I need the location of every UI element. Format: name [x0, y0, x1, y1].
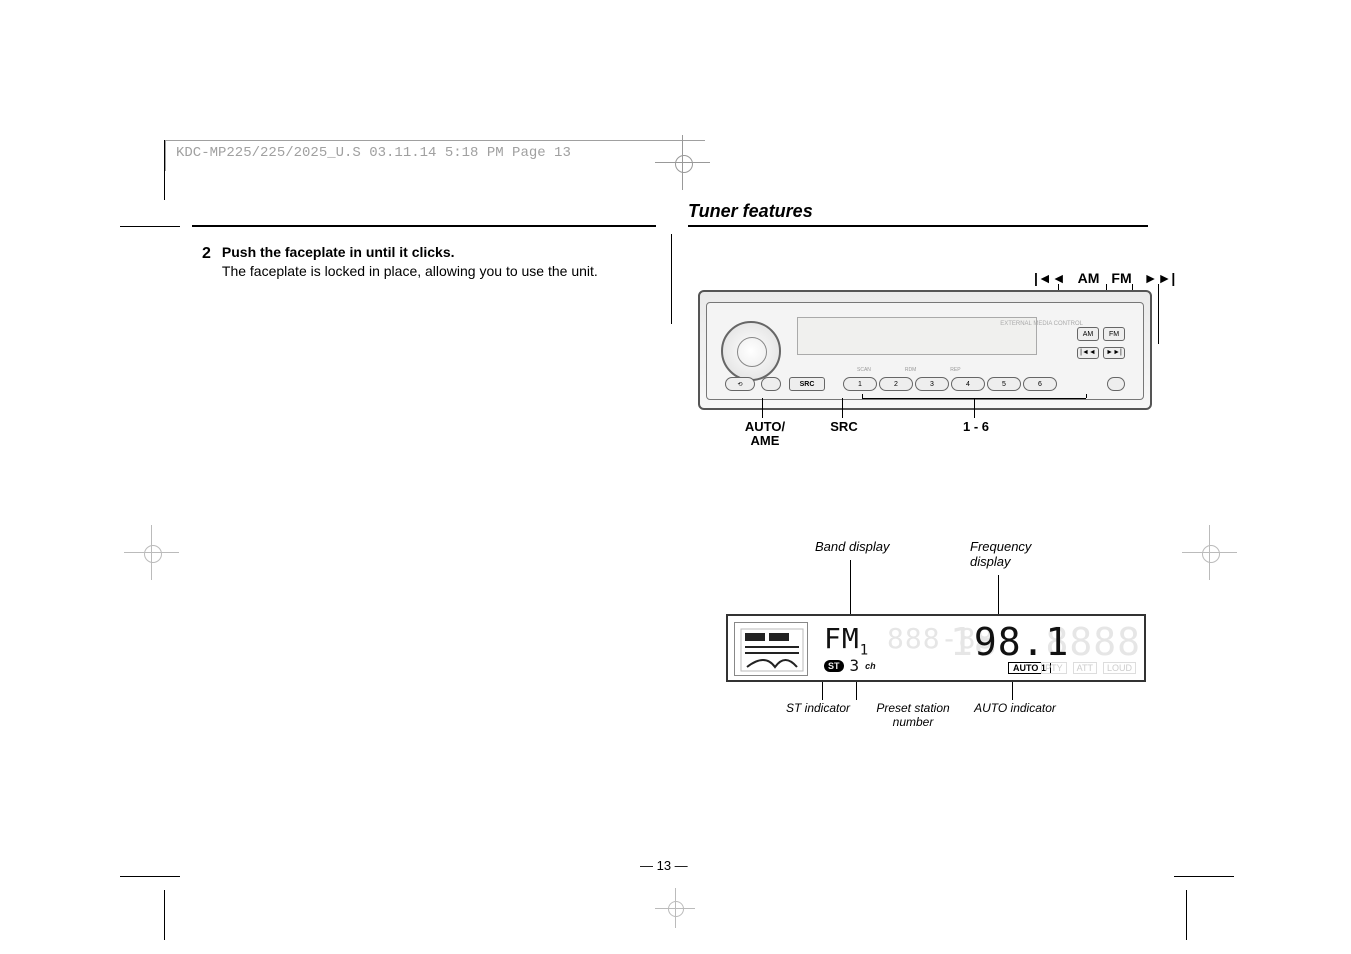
callout-line	[974, 398, 975, 418]
preset-button: 3	[915, 377, 949, 391]
crop-mark	[1174, 876, 1234, 877]
column-divider	[671, 234, 672, 324]
callout-line	[822, 682, 823, 700]
stereo-illustration: KENWOOD EXTERNAL MEDIA CONTROL AM FM |◄◄…	[698, 290, 1152, 410]
fm-button: FM	[1103, 327, 1125, 341]
label-st-indicator: ST indicator	[786, 702, 850, 716]
seek-next-icon: ►►|	[1103, 347, 1125, 359]
fm-label: FM	[1111, 270, 1131, 286]
label-src: SRC	[824, 420, 864, 434]
crop-mark	[164, 890, 165, 940]
label-auto-ame: AUTO/ AME	[740, 420, 790, 449]
ghost-indicators: PTY ATT LOUD	[1041, 662, 1136, 674]
preset-tiny-labels: SCAN RDM REP	[857, 367, 961, 373]
preset-channel-number: 3	[850, 656, 860, 675]
display-panel-figure: FM1 888-88 ST 3ch 188.88 98.1 88 AUTO 1 …	[726, 614, 1146, 682]
display-left-block	[734, 622, 808, 676]
step-description: The faceplate is locked in place, allowi…	[222, 263, 598, 279]
section-title: Tuner features	[688, 201, 813, 222]
preset-button: 1	[843, 377, 877, 391]
st-badge: ST	[824, 660, 844, 672]
label-band-display: Band display	[815, 540, 889, 555]
print-header: KDC-MP225/225/2025_U.S 03.11.14 5:18 PM …	[165, 140, 705, 171]
preset-button: 6	[1023, 377, 1057, 391]
title-rule	[192, 225, 656, 227]
callout-line	[842, 398, 843, 418]
callout-line	[1158, 284, 1159, 344]
registration-mark-left	[124, 525, 179, 580]
volume-knob-icon	[721, 321, 781, 381]
seek-back-icon: |◄◄	[1034, 270, 1066, 286]
top-button-labels: |◄◄ AM FM ►►|	[1034, 270, 1175, 286]
registration-mark-right	[1182, 525, 1237, 580]
page-number: — 13 —	[640, 858, 688, 873]
preset-button: 2	[879, 377, 913, 391]
callout-line	[998, 575, 999, 615]
label-preset-station: Preset station number	[868, 702, 958, 730]
callout-line	[862, 394, 863, 398]
preset-button: 5	[987, 377, 1021, 391]
label-auto-indicator: AUTO indicator	[970, 702, 1060, 716]
auto-button: ⟲	[725, 377, 755, 391]
registration-mark-top	[655, 135, 710, 190]
frequency-readout: 188.88 98.1 88	[950, 620, 1141, 664]
crop-mark	[1186, 890, 1187, 940]
callout-line	[856, 682, 857, 700]
registration-mark-bottom	[655, 888, 695, 928]
title-rule	[688, 225, 1148, 227]
step-heading: Push the faceplate in until it clicks.	[222, 244, 455, 260]
end-button	[1107, 377, 1125, 391]
callout-line	[1086, 394, 1087, 398]
q-button	[761, 377, 781, 391]
crop-mark	[120, 226, 180, 227]
seek-buttons: |◄◄ ►►|	[1077, 347, 1125, 359]
src-button: SRC	[789, 377, 825, 391]
crop-mark	[120, 876, 180, 877]
seek-forward-icon: ►►|	[1144, 270, 1176, 286]
preset-button: 4	[951, 377, 985, 391]
crop-mark	[164, 140, 165, 200]
am-button: AM	[1077, 327, 1099, 341]
label-frequency-display: Frequency display	[970, 540, 1050, 570]
header-text: KDC-MP225/225/2025_U.S 03.11.14 5:18 PM …	[176, 145, 571, 161]
step-number: 2	[202, 243, 218, 265]
label-presets-range: 1 - 6	[956, 420, 996, 434]
eq-icon	[735, 623, 809, 677]
callout-line	[762, 398, 763, 418]
am-label: AM	[1078, 270, 1100, 286]
callout-line	[1012, 682, 1013, 700]
seek-prev-icon: |◄◄	[1077, 347, 1099, 359]
callout-line	[850, 560, 851, 615]
ch-label: ch	[865, 661, 876, 671]
ext-media-label: EXTERNAL MEDIA CONTROL	[1000, 321, 1083, 327]
display-sub-row: ST 3 ch	[824, 656, 876, 675]
preset-buttons-row: 1 2 3 4 5 6	[843, 377, 1057, 391]
instruction-step: 2 Push the faceplate in until it clicks.…	[202, 243, 662, 281]
